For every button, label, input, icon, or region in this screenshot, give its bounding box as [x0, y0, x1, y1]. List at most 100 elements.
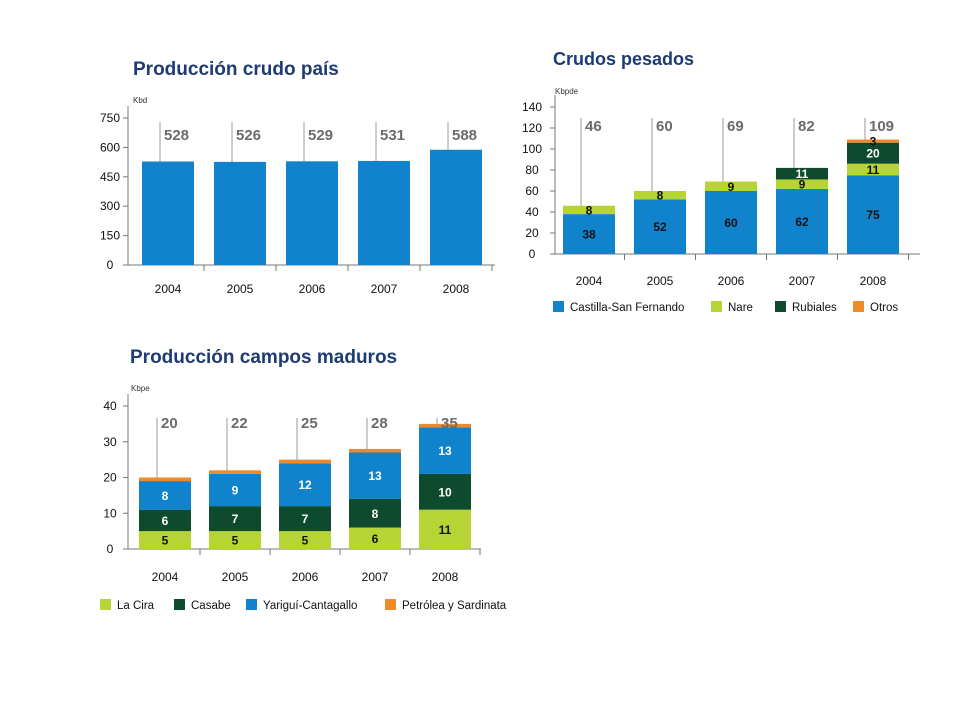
bar-segment: [847, 142, 899, 164]
chart-produccion-campos-maduros: Producción campos maduros Kbpe 0 10 20 30 40 5 6…: [0, 330, 560, 630]
x-tick-label: 2004: [576, 274, 603, 288]
x-tick-label: 2006: [292, 570, 319, 584]
segment-value-label: 3: [870, 135, 877, 149]
segment-value-label: 13: [368, 469, 382, 483]
y-tick-label: 40: [103, 399, 117, 413]
bar-segment: [279, 463, 331, 507]
bar-segment: [349, 527, 401, 549]
y-tick-label: 20: [103, 471, 117, 485]
legend-swatch: [775, 301, 786, 312]
y-tick-label: 300: [100, 199, 120, 213]
bar-segment: [279, 459, 331, 464]
bar-segment: [139, 477, 191, 482]
segment-value-label: 7: [302, 512, 309, 526]
segment-value-label: 9: [728, 180, 735, 194]
segment-value-label: 6: [372, 532, 379, 546]
segment-value-label: 8: [586, 203, 593, 217]
y-tick-label: 60: [525, 184, 539, 198]
bar-segment: [419, 473, 471, 510]
y-tick-label: 80: [525, 163, 539, 177]
legend-item-label: Casabe: [191, 600, 231, 612]
crudos-pesados-svg: Crudos pesadosKbpde020406080100120140388…: [522, 49, 920, 314]
bar-segment: [214, 161, 266, 265]
legend-swatch: [100, 599, 111, 610]
x-tick-label: 2005: [222, 570, 249, 584]
x-tick-label: 2007: [371, 282, 398, 296]
segment-value-label: 11: [439, 523, 452, 537]
segment-value-label: 10: [438, 485, 452, 499]
legend-item-label: Castilla-San Fernando: [570, 302, 684, 314]
bar-segment: [563, 205, 615, 215]
y-axis-unit-label: Kbd: [133, 96, 147, 105]
chart-crudos-pesados: Crudos pesados Kbpde 0 20 40 60 80 100 120 140 38 8…: [500, 0, 960, 330]
bar-segment: [634, 191, 686, 200]
segment-value-label: 9: [232, 484, 239, 498]
bar-segment: [139, 531, 191, 549]
x-tick-label: 2005: [227, 282, 254, 296]
x-tick-label: 2008: [432, 570, 459, 584]
segment-value-label: 8: [372, 507, 379, 521]
bar-segment: [563, 214, 615, 254]
legend-item-label: Petrólea y Sardinata: [402, 600, 507, 612]
segment-value-label: 52: [653, 220, 667, 234]
x-tick-label: 2004: [155, 282, 182, 296]
segment-value-label: 75: [866, 208, 880, 222]
chart-produccion-crudo-pais: Producción crudo país Kbd 0 150 300 450 600 750…: [0, 0, 500, 320]
bar-segment: [847, 139, 899, 143]
y-tick-label: 0: [529, 247, 536, 261]
bar-segment: [139, 481, 191, 510]
bar-segment: [279, 506, 331, 532]
y-tick-label: 750: [100, 111, 120, 125]
bar-segment: [776, 188, 828, 254]
segment-value-label: 5: [162, 534, 169, 548]
legend-swatch: [711, 301, 722, 312]
chart-title: Producción crudo país: [133, 59, 339, 80]
bar-segment: [209, 531, 261, 549]
x-tick-label: 2004: [152, 570, 179, 584]
y-tick-label: 30: [103, 435, 117, 449]
segment-value-label: 7: [232, 512, 239, 526]
bar-total-label: 60: [656, 118, 673, 135]
bar-segment: [430, 149, 482, 265]
y-tick-label: 40: [525, 205, 539, 219]
chart-title: Producción campos maduros: [130, 347, 397, 368]
y-tick-label: 120: [522, 121, 542, 135]
bar-segment: [279, 531, 331, 549]
bar-total-label: 46: [585, 118, 602, 135]
bar-total-label: 528: [164, 127, 189, 144]
segment-value-label: 6: [162, 514, 169, 528]
bar-segment: [419, 509, 471, 549]
bar-segment: [209, 470, 261, 474]
segment-value-label: 5: [232, 534, 239, 548]
segment-value-label: 20: [866, 147, 880, 161]
x-tick-label: 2006: [718, 274, 745, 288]
bar-total-label: 109: [869, 118, 894, 135]
segment-value-label: 5: [302, 534, 309, 548]
x-tick-label: 2007: [362, 570, 389, 584]
legend-item-label: Yariguí-Cantagallo: [263, 600, 357, 612]
bar-total-label: 531: [380, 127, 405, 144]
bar-segment: [419, 423, 471, 428]
legend-item-label: La Cira: [117, 600, 155, 612]
x-tick-label: 2008: [443, 282, 470, 296]
bar-segment: [705, 181, 757, 191]
bar-total-label: 25: [301, 415, 318, 432]
segment-value-label: 8: [657, 189, 664, 203]
legend-swatch: [385, 599, 396, 610]
y-axis-unit-label: Kbpde: [555, 87, 579, 96]
bar-total-label: 35: [441, 415, 458, 432]
bar-segment: [139, 509, 191, 532]
bar-total-label: 526: [236, 127, 261, 144]
y-tick-label: 20: [525, 226, 539, 240]
legend-item-label: Nare: [728, 302, 753, 314]
bar-segment: [634, 199, 686, 254]
segment-value-label: 60: [724, 216, 738, 230]
bar-segment: [349, 498, 401, 528]
bar-segment: [419, 427, 471, 474]
bar-total-label: 22: [231, 415, 248, 432]
y-tick-label: 100: [522, 142, 542, 156]
bar-segment: [847, 175, 899, 254]
bar-segment: [358, 160, 410, 265]
bar-segment: [349, 452, 401, 499]
segment-value-label: 11: [796, 167, 809, 181]
